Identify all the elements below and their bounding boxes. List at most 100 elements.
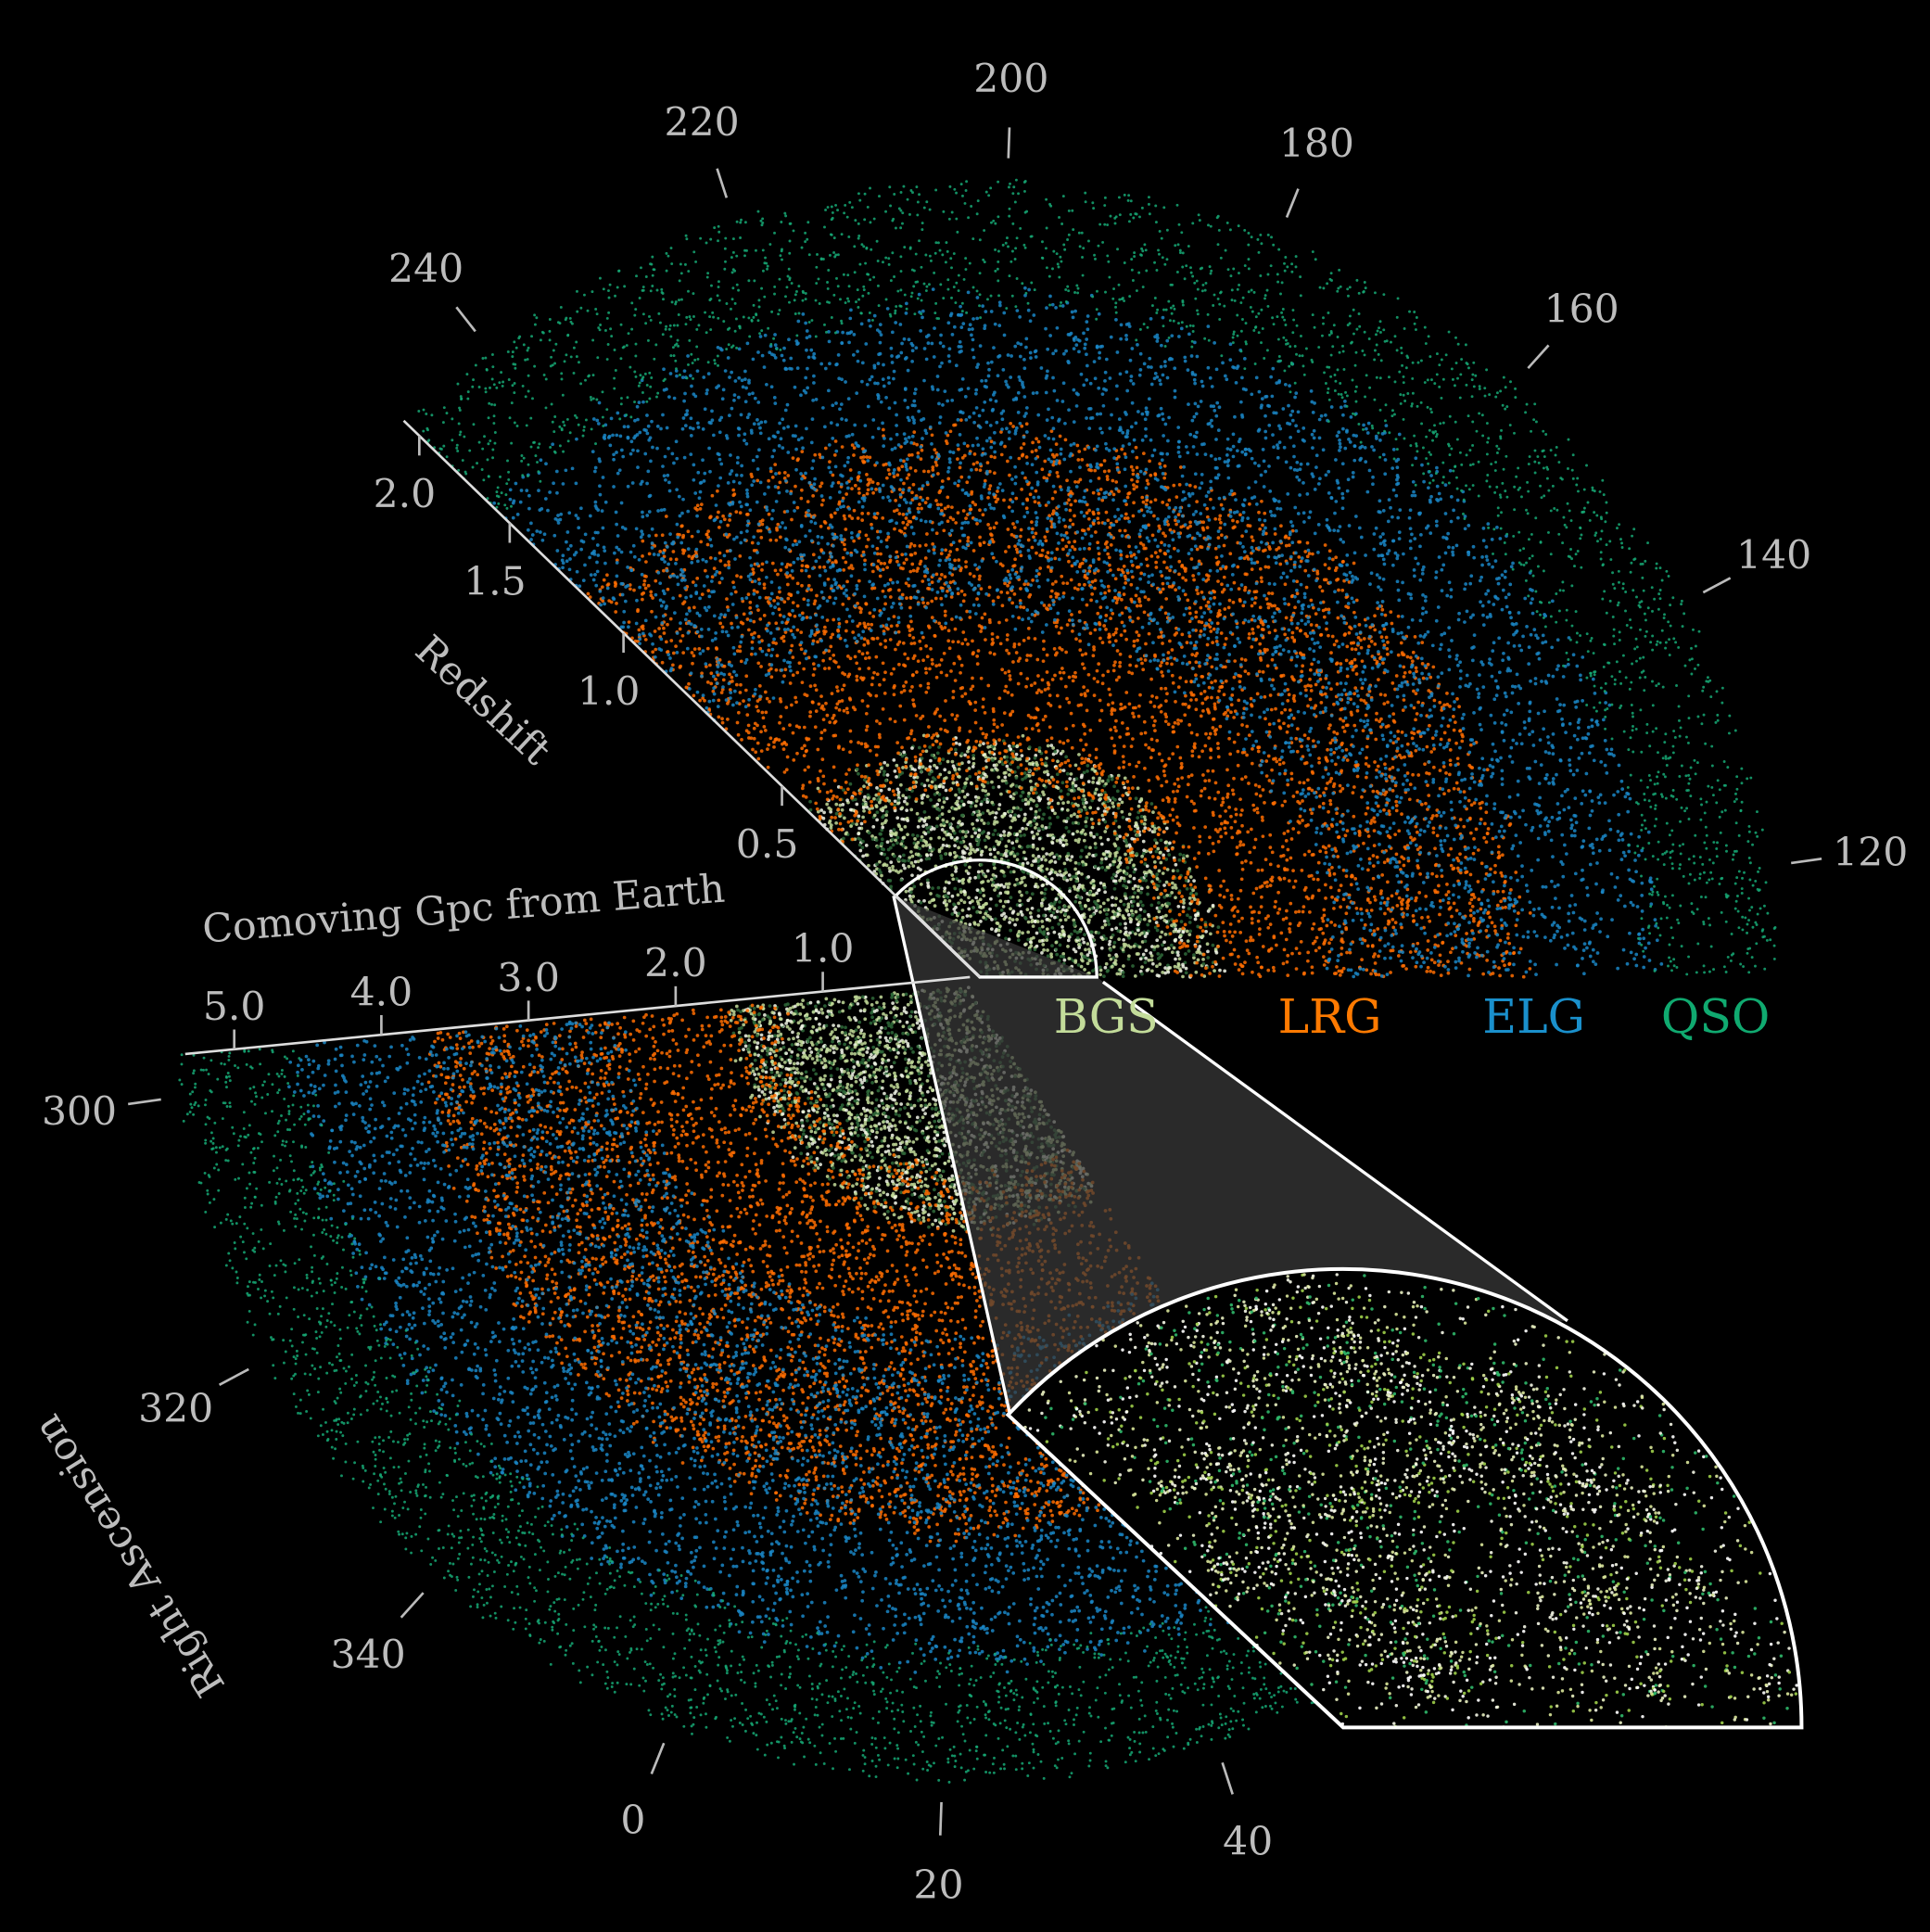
galaxy-point-bgs: [1067, 852, 1071, 856]
galaxy-point-bgs: [1001, 779, 1005, 782]
galaxy-point-lrg: [919, 496, 922, 500]
galaxy-point-lrg: [1040, 758, 1044, 762]
galaxy-point-lrg: [978, 542, 982, 546]
galaxy-point-bgs: [1041, 847, 1045, 851]
galaxy-point-bgs: [953, 887, 957, 891]
galaxy-point-lrg: [1083, 448, 1086, 451]
galaxy-point-bgs: [1185, 879, 1188, 883]
galaxy-point-lrg: [1295, 947, 1299, 950]
galaxy-point-lrg: [806, 565, 809, 568]
galaxy-point-lrg: [908, 629, 912, 632]
galaxy-point-lrg: [959, 671, 962, 675]
galaxy-point-lrg: [757, 635, 761, 639]
galaxy-point-bgs: [958, 768, 961, 771]
galaxy-point-bgs: [963, 845, 967, 848]
galaxy-point-lrg: [1233, 581, 1237, 585]
galaxy-point-bgs: [1056, 772, 1060, 776]
galaxy-point-lrg: [1270, 708, 1274, 712]
galaxy-point-bgs: [1158, 962, 1162, 966]
galaxy-point-bgs: [1091, 826, 1095, 830]
galaxy-point-bgs: [1061, 781, 1065, 784]
galaxy-point-lrg: [986, 742, 990, 745]
galaxy-point-bgs: [1073, 923, 1076, 927]
galaxy-point-bgs: [1004, 915, 1008, 919]
galaxy-point-bgs: [975, 910, 979, 914]
galaxy-point-lrg: [748, 606, 752, 610]
galaxy-point-lrg: [1465, 932, 1468, 935]
galaxy-point-lrg: [1386, 897, 1390, 901]
galaxy-point-lrg: [798, 661, 802, 665]
galaxy-point-lrg: [1183, 713, 1187, 717]
galaxy-point-lrg: [1252, 590, 1256, 593]
galaxy-point-bgs: [1024, 858, 1028, 861]
galaxy-point-lrg: [1213, 732, 1217, 736]
galaxy-point-bgs: [1159, 861, 1162, 865]
galaxy-point-lrg: [912, 781, 916, 784]
galaxy-point-lrg: [792, 601, 795, 604]
galaxy-point-lrg: [1115, 628, 1119, 631]
galaxy-point-bgs: [1046, 927, 1049, 931]
galaxy-point-bgs: [1005, 782, 1009, 785]
galaxy-point-bgs: [1122, 948, 1125, 952]
galaxy-point-bgs: [1013, 923, 1017, 927]
galaxy-point-bgs: [1136, 922, 1140, 926]
galaxy-point-lrg: [1285, 616, 1289, 620]
galaxy-point-bgs: [1159, 935, 1162, 939]
galaxy-point-lrg: [751, 567, 755, 571]
galaxy-point-lrg: [951, 640, 955, 643]
galaxy-point-bgs: [1081, 860, 1085, 864]
galaxy-point-bgs: [947, 809, 951, 813]
galaxy-point-bgs: [892, 758, 895, 762]
galaxy-point-lrg: [1289, 708, 1292, 712]
galaxy-point-lrg: [1375, 769, 1378, 772]
galaxy-point-bgs: [943, 800, 946, 804]
galaxy-point-lrg: [1328, 799, 1332, 803]
galaxy-point-lrg: [943, 626, 946, 629]
galaxy-point-bgs: [1028, 774, 1032, 778]
galaxy-point-bgs: [881, 826, 884, 830]
galaxy-point-lrg: [1135, 446, 1138, 450]
galaxy-point-bgs: [994, 829, 997, 833]
galaxy-point-bgs: [1167, 947, 1171, 950]
galaxy-point-lrg: [926, 655, 930, 658]
galaxy-point-bgs: [999, 853, 1003, 857]
galaxy-point-lrg: [1086, 708, 1089, 712]
galaxy-point-bgs: [973, 876, 977, 880]
galaxy-point-lrg: [1048, 473, 1051, 477]
galaxy-point-lrg: [1128, 491, 1132, 495]
galaxy-point-bgs: [1075, 815, 1079, 819]
galaxy-point-bgs: [1030, 863, 1034, 867]
galaxy-point-bgs: [1098, 910, 1102, 914]
galaxy-point-lrg: [1174, 721, 1177, 725]
galaxy-point-bgs: [1023, 883, 1027, 887]
galaxy-point-lrg: [761, 523, 765, 527]
galaxy-point-lrg: [1365, 756, 1368, 760]
galaxy-point-bgs: [1008, 921, 1011, 924]
galaxy-point-lrg: [1329, 885, 1333, 889]
galaxy-point-lrg: [1031, 727, 1035, 731]
galaxy-point-lrg: [878, 733, 882, 737]
galaxy-point-lrg: [1390, 918, 1394, 922]
galaxy-point-bgs: [1115, 972, 1119, 976]
galaxy-point-lrg: [1144, 731, 1148, 735]
galaxy-point-lrg: [769, 675, 773, 679]
galaxy-point-lrg: [1048, 781, 1052, 784]
galaxy-point-lrg: [740, 738, 743, 742]
galaxy-point-bgs: [1142, 840, 1146, 844]
galaxy-point-bgs: [1034, 884, 1037, 888]
galaxy-point-bgs: [1101, 780, 1105, 783]
galaxy-point-lrg: [1060, 575, 1063, 578]
galaxy-point-bgs: [1161, 943, 1164, 947]
galaxy-point-bgs: [995, 811, 998, 815]
galaxy-point-lrg: [1250, 645, 1253, 649]
galaxy-point-bgs: [1153, 827, 1157, 831]
galaxy-point-lrg: [1184, 876, 1187, 880]
galaxy-point-lrg: [1314, 683, 1318, 687]
galaxy-point-bgs: [1077, 946, 1081, 949]
galaxy-point-bgs: [1098, 965, 1102, 969]
galaxy-point-lrg: [1246, 524, 1250, 527]
galaxy-point-lrg: [982, 767, 985, 770]
galaxy-point-lrg: [1332, 907, 1336, 910]
galaxy-point-lrg: [1165, 780, 1169, 783]
galaxy-point-bgs: [921, 765, 925, 769]
